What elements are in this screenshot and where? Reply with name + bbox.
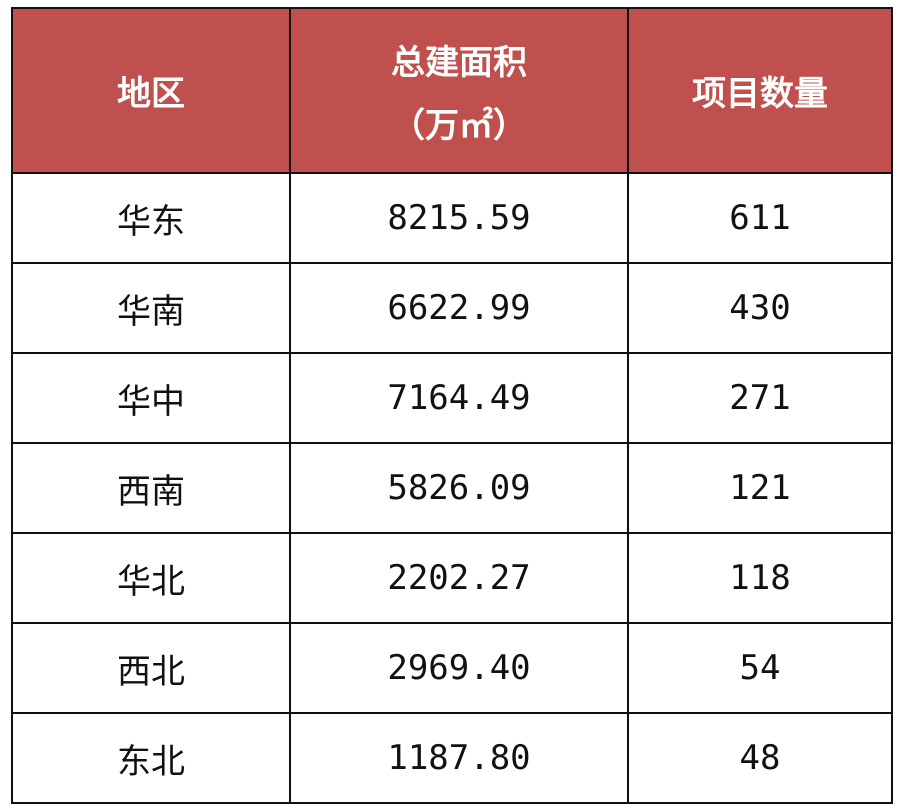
count-cell: 430 — [627, 262, 893, 354]
region-cell: 东北 — [11, 712, 291, 804]
region-cell: 西北 — [11, 622, 291, 714]
area-cell: 8215.59 — [289, 172, 629, 264]
table-row: 华北 2202.27 118 — [11, 532, 893, 624]
area-cell: 5826.09 — [289, 442, 629, 534]
area-cell: 6622.99 — [289, 262, 629, 354]
header-area: 总建面积 （万㎡） — [289, 7, 629, 174]
table-row: 华东 8215.59 611 — [11, 172, 893, 264]
region-data-table: 地区 总建面积 （万㎡） 项目数量 华东 8215.59 611 华南 6622.99 4… — [11, 7, 893, 804]
region-cell: 华东 — [11, 172, 291, 264]
count-cell: 118 — [627, 532, 893, 624]
area-cell: 2202.27 — [289, 532, 629, 624]
region-cell: 华北 — [11, 532, 291, 624]
region-cell: 华中 — [11, 352, 291, 444]
header-area-unit: （万㎡） — [391, 105, 527, 146]
header-count: 项目数量 — [627, 7, 893, 174]
region-cell: 华南 — [11, 262, 291, 354]
count-cell: 54 — [627, 622, 893, 714]
table-row: 西南 5826.09 121 — [11, 442, 893, 534]
header-region: 地区 — [11, 7, 291, 174]
table-row: 华南 6622.99 430 — [11, 262, 893, 354]
area-cell: 2969.40 — [289, 622, 629, 714]
table-row: 华中 7164.49 271 — [11, 352, 893, 444]
count-cell: 48 — [627, 712, 893, 804]
header-row: 地区 总建面积 （万㎡） 项目数量 — [11, 7, 893, 174]
table-row: 东北 1187.80 48 — [11, 712, 893, 804]
table-row: 西北 2969.40 54 — [11, 622, 893, 714]
area-cell: 1187.80 — [289, 712, 629, 804]
count-cell: 271 — [627, 352, 893, 444]
count-cell: 611 — [627, 172, 893, 264]
count-cell: 121 — [627, 442, 893, 534]
region-cell: 西南 — [11, 442, 291, 534]
header-area-label: 总建面积 — [391, 42, 527, 83]
area-cell: 7164.49 — [289, 352, 629, 444]
